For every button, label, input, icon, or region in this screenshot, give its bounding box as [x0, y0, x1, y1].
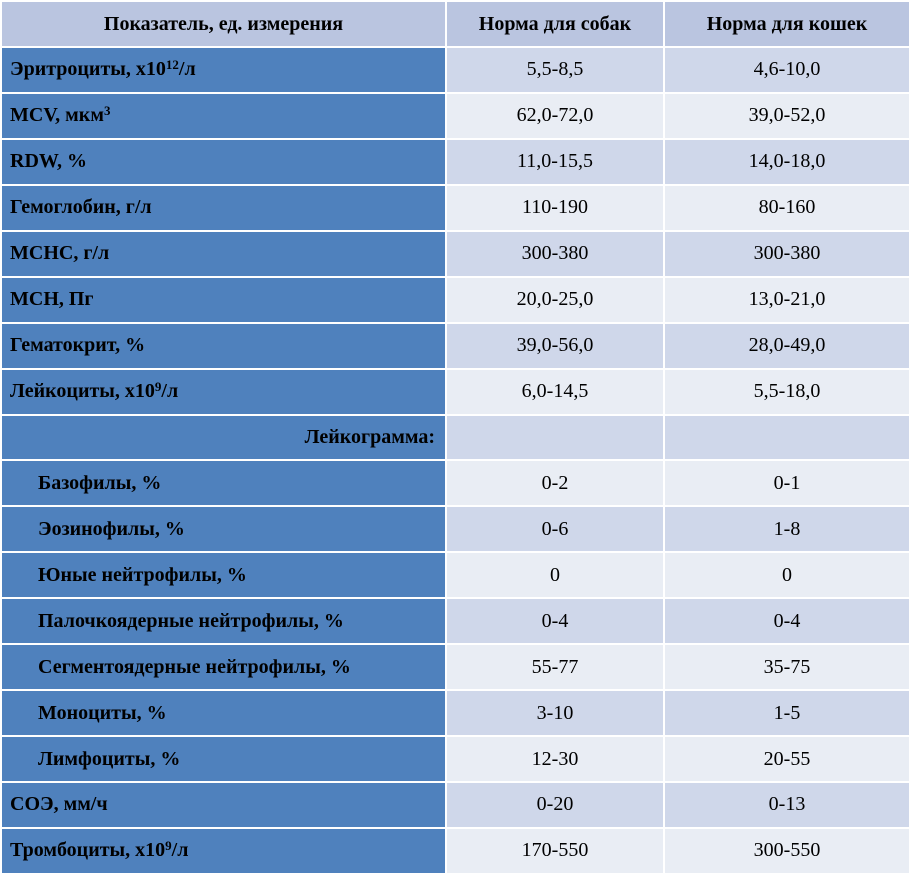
table-row: Палочкоядерные нейтрофилы, % 0-4 0-4	[0, 597, 909, 646]
cats-value: 20-55	[663, 735, 909, 783]
table-row: Лейкоциты, x109/л 6,0-14,5 5,5-18,0	[0, 367, 909, 416]
row-label: Моноциты, %	[0, 689, 447, 738]
dogs-value: 300-380	[445, 229, 665, 278]
cats-value: 0-4	[663, 597, 909, 646]
cats-value: 1-8	[663, 505, 909, 554]
table-row: Лимфоциты, % 12-30 20-55	[0, 735, 909, 783]
dogs-value: 20,0-25,0	[445, 275, 665, 324]
dogs-value: 170-550	[445, 826, 665, 875]
cats-value: 5,5-18,0	[663, 367, 909, 416]
dogs-value: 0-4	[445, 597, 665, 646]
dogs-value: 12-30	[445, 735, 665, 783]
cats-value: 1-5	[663, 689, 909, 738]
dogs-value: 6,0-14,5	[445, 367, 665, 416]
header-dogs: Норма для собак	[445, 0, 665, 48]
cats-value: 300-550	[663, 826, 909, 875]
dogs-value	[445, 413, 665, 462]
row-label: MCHC, г/л	[0, 229, 447, 278]
row-label: MCV, мкм3	[0, 91, 447, 140]
dogs-value: 39,0-56,0	[445, 321, 665, 370]
table-row: СОЭ, мм/ч 0-20 0-13	[0, 781, 909, 829]
table-row: MCV, мкм3 62,0-72,0 39,0-52,0	[0, 91, 909, 140]
table-row: Моноциты, % 3-10 1-5	[0, 689, 909, 738]
cats-value: 80-160	[663, 183, 909, 232]
row-label: Тромбоциты, x109/л	[0, 826, 447, 875]
row-label: Гемоглобин, г/л	[0, 183, 447, 232]
table-row: Гемоглобин, г/л 110-190 80-160	[0, 183, 909, 232]
row-label: Базофилы, %	[0, 459, 447, 508]
cats-value: 0	[663, 551, 909, 600]
cats-value: 14,0-18,0	[663, 137, 909, 186]
row-label: Гематокрит, %	[0, 321, 447, 370]
dogs-value: 0	[445, 551, 665, 600]
dogs-value: 55-77	[445, 643, 665, 692]
header-cats: Норма для кошек	[663, 0, 909, 48]
row-label: Эозинофилы, %	[0, 505, 447, 554]
dogs-value: 0-2	[445, 459, 665, 508]
table-row: Гематокрит, % 39,0-56,0 28,0-49,0	[0, 321, 909, 370]
dogs-value: 0-6	[445, 505, 665, 554]
row-label: СОЭ, мм/ч	[0, 781, 447, 829]
cats-value: 35-75	[663, 643, 909, 692]
row-label: RDW, %	[0, 137, 447, 186]
row-label: Палочкоядерные нейтрофилы, %	[0, 597, 447, 646]
cats-value: 0-1	[663, 459, 909, 508]
dogs-value: 11,0-15,5	[445, 137, 665, 186]
table-row: RDW, % 11,0-15,5 14,0-18,0	[0, 137, 909, 186]
leukogram-section-row: Лейкограмма:	[0, 413, 909, 462]
row-label: Лимфоциты, %	[0, 735, 447, 783]
cats-value: 0-13	[663, 781, 909, 829]
header-indicator: Показатель, ед. измерения	[0, 0, 447, 48]
row-label: Сегментоядерные нейтрофилы, %	[0, 643, 447, 692]
table-row: Тромбоциты, x109/л 170-550 300-550	[0, 826, 909, 875]
table-row: Эритроциты, x1012/л 5,5-8,5 4,6-10,0	[0, 46, 909, 94]
cats-value: 300-380	[663, 229, 909, 278]
cats-value: 4,6-10,0	[663, 46, 909, 94]
table-row: Эозинофилы, % 0-6 1-8	[0, 505, 909, 554]
dogs-value: 110-190	[445, 183, 665, 232]
row-label: Лейкоциты, x109/л	[0, 367, 447, 416]
dogs-value: 5,5-8,5	[445, 46, 665, 94]
table-row: Юные нейтрофилы, % 0 0	[0, 551, 909, 600]
section-label: Лейкограмма:	[0, 413, 447, 462]
row-label: Эритроциты, x1012/л	[0, 46, 447, 94]
table-header-row: Показатель, ед. измерения Норма для соба…	[0, 0, 909, 48]
dogs-value: 3-10	[445, 689, 665, 738]
cats-value: 39,0-52,0	[663, 91, 909, 140]
cats-value: 13,0-21,0	[663, 275, 909, 324]
cats-value: 28,0-49,0	[663, 321, 909, 370]
row-label: MCH, Пг	[0, 275, 447, 324]
row-label: Юные нейтрофилы, %	[0, 551, 447, 600]
cats-value	[663, 413, 909, 462]
table-row: MCH, Пг 20,0-25,0 13,0-21,0	[0, 275, 909, 324]
table-row: Базофилы, % 0-2 0-1	[0, 459, 909, 508]
dogs-value: 0-20	[445, 781, 665, 829]
dogs-value: 62,0-72,0	[445, 91, 665, 140]
table-row: Сегментоядерные нейтрофилы, % 55-77 35-7…	[0, 643, 909, 692]
table-row: MCHC, г/л 300-380 300-380	[0, 229, 909, 278]
